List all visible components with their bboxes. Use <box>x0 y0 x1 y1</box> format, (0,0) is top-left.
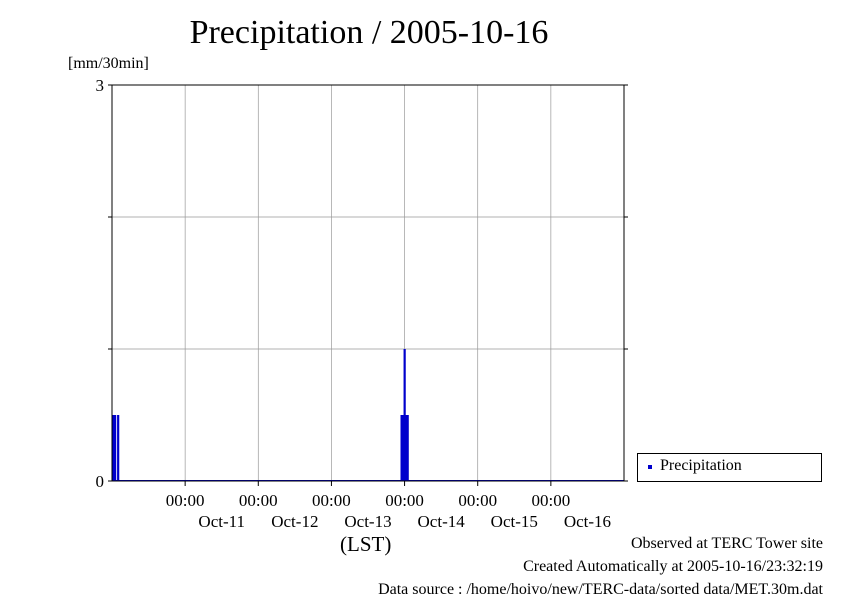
precipitation-bar <box>405 415 408 481</box>
x-tick-date-label: Oct-15 <box>491 512 538 531</box>
bars <box>112 349 624 481</box>
precipitation-bar <box>114 415 117 481</box>
precipitation-bar <box>403 349 406 481</box>
axis-ticks <box>108 84 628 486</box>
precipitation-bar <box>406 415 409 481</box>
x-tick-date-label: Oct-13 <box>344 512 391 531</box>
legend-swatch <box>648 465 652 469</box>
precipitation-bar <box>112 415 115 481</box>
chart-title: Precipitation / 2005-10-16 <box>189 14 549 51</box>
precipitation-bar <box>117 415 120 481</box>
footer-source: Data source : /home/hoivo/new/TERC-data/… <box>378 581 823 598</box>
x-tick-date-label: Oct-16 <box>564 512 611 531</box>
x-tick-date-label: Oct-11 <box>198 512 245 531</box>
x-tick-time-label: 00:00 <box>166 491 205 510</box>
x-tick-date-label: Oct-14 <box>418 512 466 531</box>
footer-created: Created Automatically at 2005-10-16/23:3… <box>523 558 823 575</box>
x-tick-time-label: 00:00 <box>312 491 351 510</box>
x-tick-time-label: 00:00 <box>239 491 278 510</box>
tick-labels: 00:00 Oct-11 00:00 Oct-12 00:00 Oct-13 00:00 Oc… <box>96 76 612 531</box>
footer-observed: Observed at TERC Tower site <box>630 535 823 552</box>
legend-label: Precipitation <box>660 457 742 474</box>
precipitation-bar <box>400 415 403 481</box>
x-axis-label: (LST) <box>340 532 392 556</box>
x-tick-time-label: 00:00 <box>385 491 424 510</box>
grid-lines <box>112 85 624 481</box>
y-axis-unit-label: [mm/30min] <box>68 55 149 72</box>
plot-frame <box>111 84 625 482</box>
y-tick-label: 0 <box>96 472 105 491</box>
legend: Precipitation <box>637 453 822 482</box>
x-tick-time-label: 00:00 <box>531 491 570 510</box>
x-tick-time-label: 00:00 <box>458 491 497 510</box>
x-tick-date-label: Oct-12 <box>271 512 318 531</box>
y-tick-label: 3 <box>96 76 105 95</box>
precipitation-bar <box>402 415 405 481</box>
